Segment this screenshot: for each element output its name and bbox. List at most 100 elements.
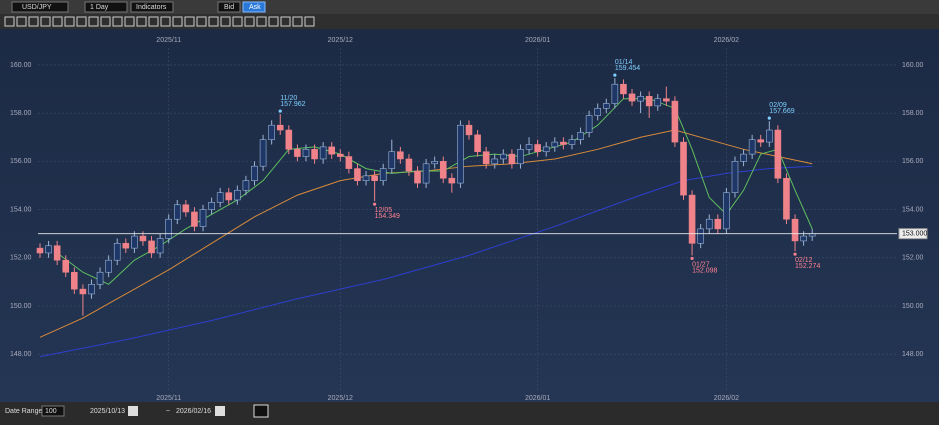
ask: Ask (249, 4, 261, 11)
candle-body (542, 146, 550, 153)
tool-icon[interactable] (268, 16, 279, 27)
y-tick-label: 150.00 (902, 303, 924, 310)
candle-body (534, 144, 541, 153)
candle-body (191, 211, 198, 227)
candle-body (311, 149, 318, 160)
candle-body (268, 124, 275, 140)
tool-icon[interactable] (52, 16, 63, 27)
y-tick-label: 156.00 (10, 158, 32, 165)
annotation-value: 157.669 (769, 108, 794, 115)
tool-icon[interactable] (184, 16, 195, 27)
tool-icon[interactable] (244, 16, 255, 27)
extreme-marker (373, 202, 377, 206)
candle-body (336, 153, 344, 157)
y-tick-label: 154.00 (10, 206, 32, 213)
x-tick-label: 2025/12 (328, 395, 353, 402)
tool-icon[interactable] (100, 16, 111, 27)
indicators: Indicators (136, 4, 167, 11)
candle-body (714, 218, 722, 230)
candle-body (551, 141, 559, 148)
candle-body (371, 175, 378, 181)
candle-body (362, 175, 370, 181)
tool-icon[interactable] (4, 16, 15, 27)
tool-icon[interactable] (232, 16, 243, 27)
x-tick-label: 2025/11 (156, 37, 181, 44)
candle-body (276, 124, 284, 131)
candle-body (379, 168, 387, 181)
annotation-date: 11/20 (280, 95, 297, 102)
candle-body (113, 243, 121, 261)
candle-body (663, 98, 670, 102)
extreme-marker (767, 116, 771, 120)
candle-body (251, 165, 258, 181)
candle-body (637, 95, 644, 102)
candle-body (216, 192, 224, 203)
candle-body (525, 144, 533, 150)
tool-icon[interactable] (256, 16, 267, 27)
annotation-value: 159.454 (615, 65, 640, 72)
candle-body (568, 139, 576, 145)
annotation-date: 02/09 (769, 102, 787, 109)
candle-body (628, 93, 636, 102)
tool-icon[interactable] (160, 16, 171, 27)
tool-icon[interactable] (64, 16, 75, 27)
period-select[interactable] (84, 1, 128, 13)
x-tick-label: 2026/02 (714, 37, 739, 44)
candle-body (285, 129, 293, 150)
symbol-select[interactable] (11, 1, 69, 13)
tool-icon[interactable] (28, 16, 39, 27)
tool-icon[interactable] (124, 16, 135, 27)
tool-icon[interactable] (16, 16, 27, 27)
y-tick-label: 160.00 (902, 62, 924, 69)
tool-icon[interactable] (112, 16, 123, 27)
extreme-marker (793, 252, 797, 256)
candle-body (431, 161, 438, 165)
tool-icon[interactable] (292, 16, 303, 27)
candle-body (705, 218, 713, 230)
annotation-date: 01/14 (615, 59, 633, 66)
price-label: 153.000 (902, 231, 927, 238)
price-box (898, 228, 928, 240)
x-tick-label: 2026/02 (714, 395, 739, 402)
bid-button[interactable] (217, 1, 241, 13)
tool-icon[interactable] (304, 16, 315, 27)
tool-icon[interactable] (148, 16, 159, 27)
tool-icon[interactable] (280, 16, 291, 27)
tool-icon[interactable] (40, 16, 51, 27)
indicators-select[interactable] (130, 1, 174, 13)
tool-icon[interactable] (208, 16, 219, 27)
tool-icon[interactable] (196, 16, 207, 27)
range-value: 100 (45, 408, 57, 415)
candle-body (105, 259, 112, 273)
refresh-button[interactable] (253, 404, 269, 418)
candle-body (500, 153, 507, 160)
candle-body (757, 139, 765, 143)
range-sep: ~ (166, 408, 170, 415)
annotation-value: 152.274 (795, 263, 820, 270)
drawing-toolbar (0, 14, 939, 29)
tool-icon[interactable] (136, 16, 147, 27)
candle-body (397, 151, 404, 160)
y-tick-label: 158.00 (902, 110, 924, 117)
y-tick-label: 160.00 (10, 62, 32, 69)
tool-icon[interactable] (220, 16, 231, 27)
tool-icon[interactable] (88, 16, 99, 27)
range-select[interactable] (41, 405, 65, 417)
candle-body (302, 149, 310, 157)
tool-icon[interactable] (172, 16, 183, 27)
extreme-marker (278, 109, 282, 113)
candle-body (182, 204, 190, 213)
candle-body (131, 235, 138, 249)
x-tick-label: 2025/12 (328, 37, 353, 44)
from-calendar[interactable] (128, 406, 138, 416)
candle-body (96, 271, 104, 285)
candle-body (765, 129, 773, 143)
candle-body (800, 235, 807, 242)
tool-icon[interactable] (76, 16, 87, 27)
plot: 148.00 148.00 150.00 150.00 152.00 152.00 154.… (10, 37, 928, 402)
candle-body (585, 115, 593, 133)
candle-body (448, 177, 456, 184)
ask-button[interactable] (242, 1, 266, 13)
to-calendar[interactable] (215, 406, 225, 416)
